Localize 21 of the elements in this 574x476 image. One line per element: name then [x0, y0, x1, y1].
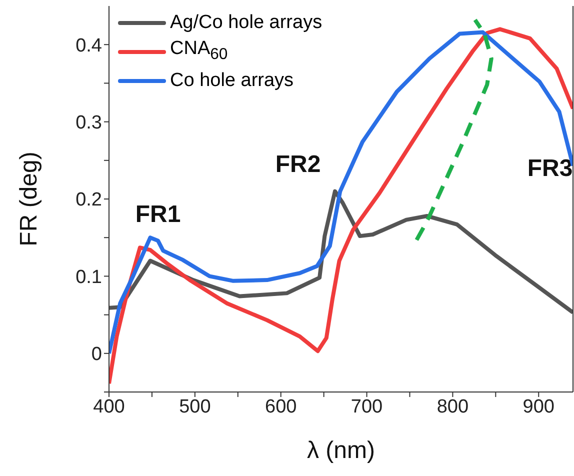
- x-tick-label: 500: [179, 396, 211, 418]
- y-axis-title: FR (deg): [16, 152, 43, 246]
- legend-label: Co hole arrays: [170, 68, 294, 93]
- y-tick-label: 0.1: [76, 266, 102, 288]
- x-tick-label: 600: [265, 396, 297, 418]
- x-tick-label: 700: [350, 396, 383, 418]
- annotation: FR2: [275, 151, 321, 178]
- y-tick-label: 0.3: [76, 112, 102, 134]
- y-tick-label: 0.4: [76, 35, 102, 56]
- x-tick-label: 800: [436, 396, 469, 418]
- x-tick-label: 400: [93, 396, 125, 418]
- legend-label: CNA$_{60}$: [170, 37, 228, 65]
- legend-label: Ag/Co hole arrays: [170, 11, 322, 35]
- line-series: [109, 189, 573, 314]
- annotation: FR1: [135, 201, 181, 228]
- line-series: [414, 18, 494, 242]
- x-tick-label: 900: [522, 396, 554, 418]
- x-axis-title: λ (nm): [307, 437, 375, 464]
- y-tick-label: 0: [91, 344, 102, 366]
- y-tick-label: 0.2: [76, 190, 102, 211]
- annotation: FR3: [527, 155, 573, 182]
